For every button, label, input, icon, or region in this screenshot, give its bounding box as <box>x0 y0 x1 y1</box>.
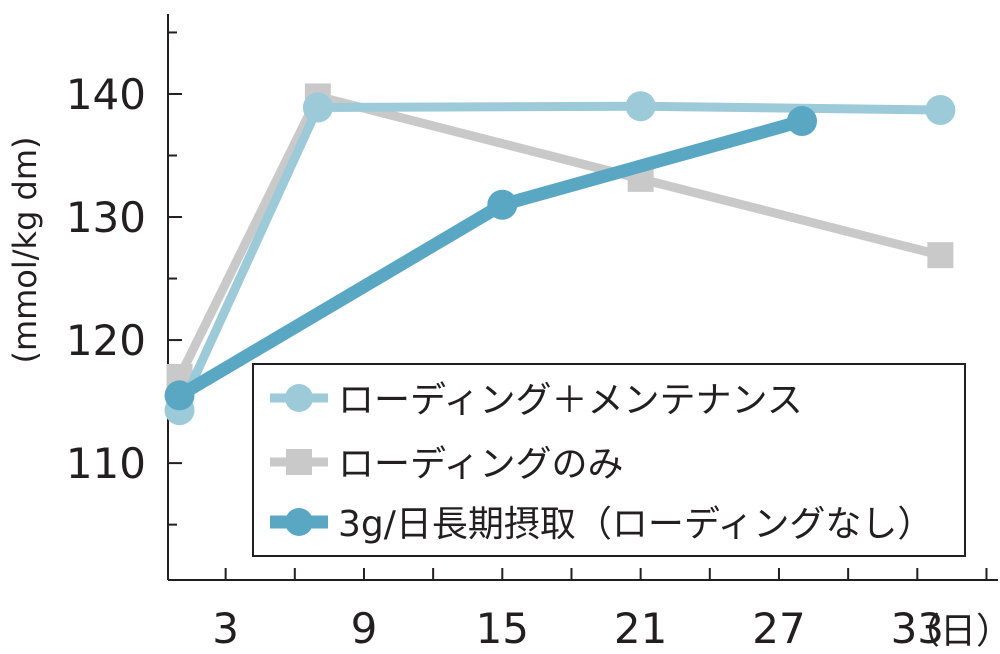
x-tick-label: 9 <box>351 604 378 653</box>
data-point <box>925 94 956 125</box>
series-2 <box>164 106 818 411</box>
x-tick-label: 3 <box>212 604 239 653</box>
legend-item: 3g/日長期摂取（ローディングなし） <box>270 504 933 545</box>
data-point <box>625 91 656 122</box>
y-tick-label: 130 <box>66 193 146 242</box>
legend-label: ローディングのみ <box>338 444 623 485</box>
y-tick-label: 110 <box>66 439 146 488</box>
series-0 <box>164 91 956 426</box>
data-point <box>487 189 518 220</box>
series-layer <box>164 83 956 426</box>
legend-marker <box>286 449 312 475</box>
x-tick-label: 21 <box>614 604 667 653</box>
data-point <box>164 380 195 411</box>
y-axis-ticks: 110 120 130 140 <box>66 31 182 526</box>
data-point <box>302 92 333 123</box>
legend-marker <box>285 508 313 536</box>
legend-marker <box>285 384 313 412</box>
data-point <box>927 242 954 269</box>
data-point <box>787 106 818 137</box>
series-line <box>173 114 809 402</box>
y-axis-title: (mmol/kg dm) <box>6 136 44 363</box>
legend-label: ローディング＋メンテナンス <box>338 380 803 421</box>
axes <box>167 14 998 581</box>
legend-item: ローディング＋メンテナンス <box>270 380 803 421</box>
legend-item: ローディングのみ <box>270 444 623 485</box>
series-line <box>175 101 945 415</box>
x-tick-label: 33 <box>891 604 944 653</box>
y-tick-label: 120 <box>66 316 146 365</box>
y-tick-label: 140 <box>66 70 146 119</box>
legend-frame <box>252 363 966 557</box>
series-line <box>175 91 945 382</box>
legend-label: 3g/日長期摂取（ローディングなし） <box>338 504 933 545</box>
series-1 <box>166 83 954 390</box>
x-unit-label: （日） <box>904 611 1000 652</box>
x-tick-label: 15 <box>476 604 529 653</box>
x-tick-label: 27 <box>752 604 805 653</box>
x-axis-ticks: 3 9 15 21 27 33 <box>212 568 988 653</box>
